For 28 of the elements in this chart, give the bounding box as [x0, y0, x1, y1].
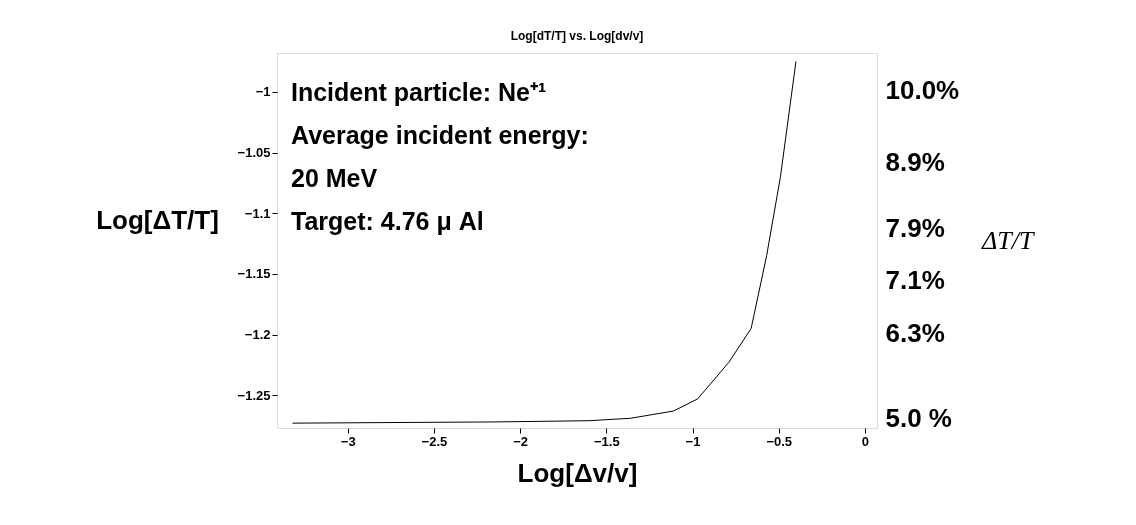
annotation: Average incident energy: [291, 121, 589, 149]
x-tick-label: −1.5 [593, 433, 620, 449]
annotation: 20 MeV [291, 164, 378, 192]
y2-tick-label: 10.0% [885, 75, 960, 106]
y2-tick-label: 6.3% [885, 317, 945, 348]
x-tick-label: −2.5 [421, 433, 448, 449]
y2-axis-title: ΔT/T [981, 225, 1035, 255]
y-tick-label: −1.05 [237, 145, 271, 161]
line-series [292, 61, 797, 424]
x-tick-label: 0 [861, 433, 870, 449]
y2-tick-label: 7.9% [885, 212, 945, 243]
annotation: Incident particle: Ne⁺¹ [291, 78, 547, 106]
chart-title: Log[dT/T] vs. Log[dv/v] [510, 29, 644, 43]
x-tick-label: −0.5 [766, 433, 793, 449]
x-axis-title: Log[Δv/v] [517, 457, 638, 488]
y2-tick-label: 7.1% [885, 265, 945, 296]
y-tick-label: −1.25 [237, 387, 271, 403]
x-tick-label: −2 [513, 433, 529, 449]
y-axis-title: Log[ΔT/T] [96, 204, 219, 235]
y-tick-label: −1.2 [244, 327, 271, 343]
y-tick-label: −1 [255, 84, 271, 100]
x-tick-label: −3 [340, 433, 356, 449]
y-tick-label: −1.1 [244, 205, 271, 221]
y-tick-label: −1.15 [237, 266, 271, 282]
x-tick-label: −1 [685, 433, 701, 449]
annotation: Target: 4.76 μ Al [291, 207, 484, 235]
y2-tick-label: 5.0 % [885, 402, 952, 433]
y2-tick-label: 8.9% [885, 147, 945, 178]
